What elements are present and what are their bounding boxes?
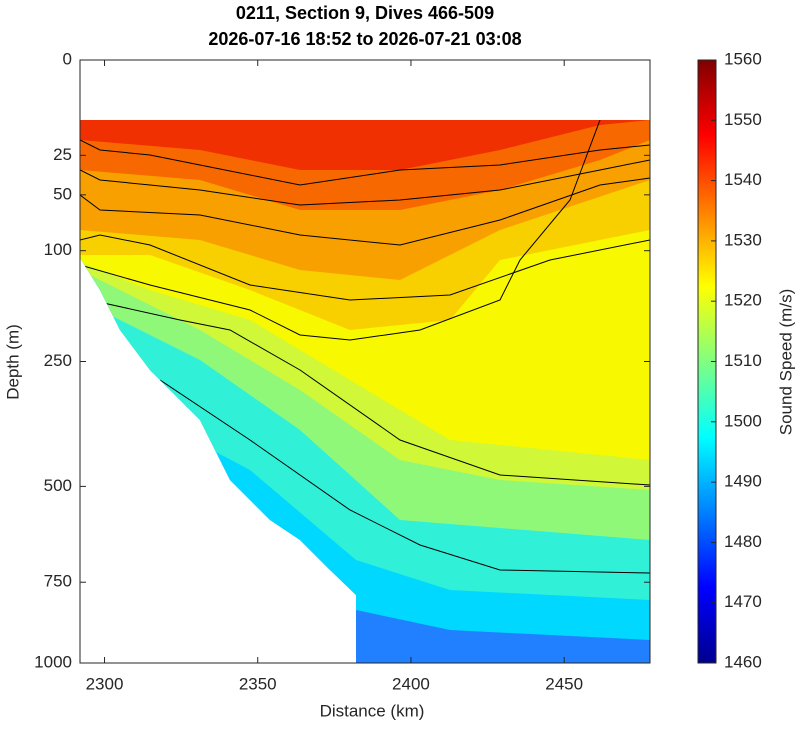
colorbar-tick-label: 1490 — [724, 472, 762, 491]
title: 0211, Section 9, Dives 466-509 — [236, 3, 494, 23]
y-tick-label: 50 — [53, 184, 72, 203]
title: 2026-07-16 18:52 to 2026-07-21 03:08 — [208, 29, 521, 49]
colorbar-tick-label: 1470 — [724, 592, 762, 611]
y-tick-label: 750 — [44, 572, 72, 591]
y-tick-label: 500 — [44, 476, 72, 495]
colorbar-tick-label: 1520 — [724, 291, 762, 310]
contour-field — [80, 120, 650, 663]
x-tick-label: 2450 — [545, 674, 583, 693]
x-tick-label: 2300 — [86, 674, 124, 693]
colorbar-label: Sound Speed (m/s) — [776, 289, 795, 435]
colorbar-tick-label: 1540 — [724, 170, 762, 189]
colorbar-tick-label: 1550 — [724, 110, 762, 129]
colorbar-tick-label: 1560 — [724, 49, 762, 68]
colorbar-tick-label: 1480 — [724, 532, 762, 551]
colorbar-tick-label: 1500 — [724, 411, 762, 430]
x-tick-label: 2350 — [239, 674, 277, 693]
y-tick-label: 25 — [53, 145, 72, 164]
colorbar-tick-label: 1460 — [724, 652, 762, 671]
axes: 2300 2350 2400 2450 0 25 50 100 250 500 750 1000 — [34, 49, 650, 693]
y-axis-label: Depth (m) — [3, 324, 22, 400]
y-tick-label: 0 — [63, 49, 72, 68]
x-axis-label: Distance (km) — [320, 701, 425, 720]
y-tick-label: 250 — [44, 351, 72, 370]
colorbar-tick-label: 1510 — [724, 351, 762, 370]
y-tick-label: 100 — [44, 240, 72, 259]
x-tick-label: 2400 — [392, 674, 430, 693]
y-tick-label: 1000 — [34, 652, 72, 671]
colorbar-tick-label: 1530 — [724, 230, 762, 249]
